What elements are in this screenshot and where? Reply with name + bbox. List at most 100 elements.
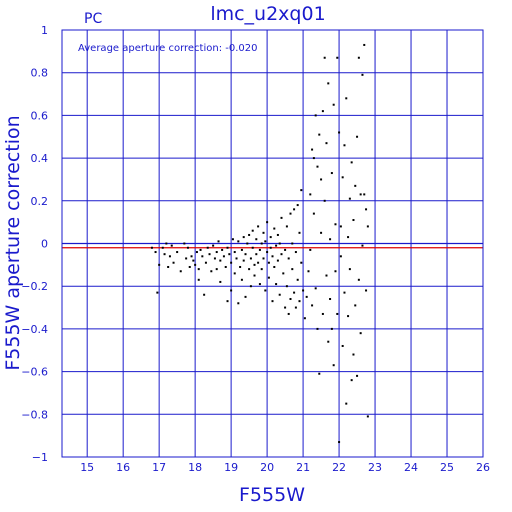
y-tick-label: −0.6: [21, 366, 48, 379]
data-point: [195, 251, 198, 254]
data-point: [242, 236, 245, 239]
data-point: [347, 236, 350, 239]
data-point: [208, 253, 211, 256]
data-point: [248, 268, 251, 271]
x-tick-label: 24: [404, 461, 418, 474]
x-tick-label: 26: [476, 461, 490, 474]
data-point: [300, 261, 303, 264]
y-tick-label: −1: [32, 451, 48, 464]
data-point: [197, 278, 200, 281]
data-point: [350, 379, 353, 382]
y-tick-label: −0.4: [21, 323, 48, 336]
data-point: [154, 251, 157, 254]
data-point: [284, 248, 287, 251]
data-point: [262, 257, 265, 260]
data-point: [188, 265, 191, 268]
data-point: [190, 255, 193, 258]
data-point: [307, 270, 310, 273]
data-point: [294, 251, 297, 254]
data-point: [359, 193, 362, 196]
data-point: [278, 293, 281, 296]
data-point: [260, 268, 263, 271]
data-point: [215, 251, 218, 254]
data-point: [311, 148, 314, 151]
data-point: [253, 263, 256, 266]
data-point: [244, 295, 247, 298]
data-point: [329, 298, 332, 301]
y-tick-label: 0.8: [31, 67, 49, 80]
data-point: [226, 246, 229, 249]
data-point: [332, 364, 335, 367]
data-point: [258, 283, 261, 286]
data-point: [289, 212, 292, 215]
data-point: [242, 259, 245, 262]
data-point: [179, 270, 182, 273]
y-tick-label: 0.4: [31, 152, 49, 165]
data-point: [357, 278, 360, 281]
data-point: [278, 242, 281, 245]
data-point: [240, 278, 243, 281]
data-point: [327, 82, 330, 85]
data-point: [264, 289, 267, 292]
data-point: [276, 233, 279, 236]
data-point: [330, 172, 333, 175]
chart-title: lmc_u2xq01: [210, 3, 325, 25]
x-tick-label: 15: [80, 461, 94, 474]
data-point: [293, 291, 296, 294]
x-tick-label: 21: [296, 461, 310, 474]
data-point: [203, 293, 206, 296]
y-tick-label: −0.2: [21, 280, 48, 293]
x-tick-label: 25: [440, 461, 454, 474]
data-point: [192, 259, 195, 262]
data-point: [275, 283, 278, 286]
data-point: [185, 257, 188, 260]
data-point: [269, 236, 272, 239]
data-point: [206, 246, 209, 249]
data-point: [361, 244, 364, 247]
data-point: [293, 208, 296, 211]
data-point: [176, 251, 179, 254]
data-point: [291, 268, 294, 271]
data-point: [339, 225, 342, 228]
data-point: [251, 229, 254, 232]
data-point: [251, 246, 254, 249]
data-point: [285, 225, 288, 228]
data-point: [240, 248, 243, 251]
data-point: [262, 231, 265, 234]
data-point: [350, 161, 353, 164]
data-point: [233, 272, 236, 275]
data-point: [348, 268, 351, 271]
data-point: [201, 255, 204, 258]
data-point: [300, 189, 303, 192]
data-point: [327, 340, 330, 343]
data-point: [311, 304, 314, 307]
data-point: [165, 242, 168, 245]
x-tick-label: 17: [152, 461, 166, 474]
data-point: [231, 238, 234, 241]
data-point: [330, 327, 333, 330]
data-point: [352, 219, 355, 222]
data-point: [356, 135, 359, 138]
data-point: [302, 289, 305, 292]
data-point: [172, 261, 175, 264]
data-point: [244, 253, 247, 256]
data-point: [249, 257, 252, 260]
data-point: [343, 144, 346, 147]
data-point: [320, 178, 323, 181]
data-point: [257, 225, 260, 228]
data-point: [237, 302, 240, 305]
data-point: [253, 274, 256, 277]
y-tick-label: −0.8: [21, 408, 48, 421]
data-point: [266, 251, 269, 254]
data-point: [298, 300, 301, 303]
data-point: [282, 272, 285, 275]
data-point: [266, 221, 269, 224]
data-point: [325, 274, 328, 277]
data-point: [215, 268, 218, 271]
data-point: [226, 300, 229, 303]
data-point: [233, 251, 236, 254]
x-axis-title: F555W: [239, 484, 305, 506]
data-point: [348, 197, 351, 200]
x-tick-label: 16: [116, 461, 130, 474]
data-point: [255, 238, 258, 241]
